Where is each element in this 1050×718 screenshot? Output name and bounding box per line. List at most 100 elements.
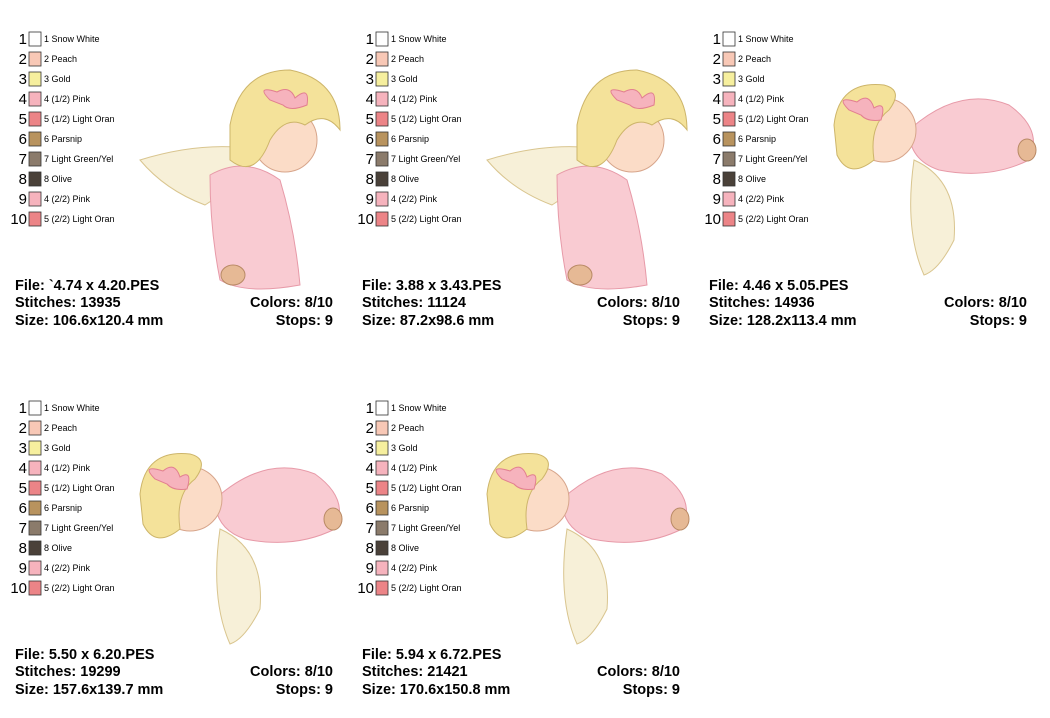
color-label: 4 (2/2) Pink xyxy=(44,563,91,573)
stops: Stops: 9 xyxy=(970,313,1027,329)
color-number: 4 xyxy=(713,91,721,108)
color-number: 8 xyxy=(19,171,27,188)
design-size: Size: 106.6x120.4 mm xyxy=(15,313,163,329)
color-swatch xyxy=(375,51,389,67)
color-count: Colors: 8/10 xyxy=(250,295,333,311)
stops: Stops: 9 xyxy=(623,313,680,329)
color-label: 7 Light Green/Yel xyxy=(391,523,460,533)
color-swatch xyxy=(375,111,389,127)
color-swatch xyxy=(28,460,42,476)
color-number: 4 xyxy=(19,460,27,477)
color-label: 1 Snow White xyxy=(391,403,447,413)
robe xyxy=(209,165,301,290)
color-label: 5 (1/2) Light Oran xyxy=(391,114,462,124)
color-label: 1 Snow White xyxy=(44,403,100,413)
color-number: 8 xyxy=(713,171,721,188)
color-swatch xyxy=(28,71,42,87)
color-swatch xyxy=(375,520,389,536)
wing xyxy=(910,159,955,276)
design-panel: 1 1 Snow White 2 2 Peach 3 3 Gold 4 4 (1/2) Pin… xyxy=(704,31,1037,329)
color-swatch xyxy=(375,460,389,476)
bow xyxy=(148,466,190,490)
color-label: 5 (2/2) Light Oran xyxy=(44,583,115,593)
stitches: Stitches: 19299 xyxy=(15,664,121,680)
stops: Stops: 9 xyxy=(276,682,333,698)
color-swatch xyxy=(28,440,42,456)
color-label: 6 Parsnip xyxy=(738,134,776,144)
color-swatch xyxy=(375,560,389,576)
angel-image xyxy=(139,453,343,645)
stops: Stops: 9 xyxy=(276,313,333,329)
color-swatch xyxy=(28,31,42,47)
color-label: 6 Parsnip xyxy=(44,134,82,144)
color-label: 3 Gold xyxy=(44,74,71,84)
color-number: 2 xyxy=(19,51,27,68)
color-number: 9 xyxy=(19,560,27,577)
color-number: 4 xyxy=(366,91,374,108)
color-number: 6 xyxy=(19,500,27,517)
color-label: 3 Gold xyxy=(391,74,418,84)
robe xyxy=(556,165,648,290)
angel-image xyxy=(139,69,341,290)
color-number: 6 xyxy=(366,131,374,148)
stitches: Stitches: 14936 xyxy=(709,295,815,311)
color-label: 6 Parsnip xyxy=(44,503,82,513)
foot xyxy=(1017,138,1037,162)
color-swatch xyxy=(375,580,389,596)
color-swatch xyxy=(375,191,389,207)
color-number: 3 xyxy=(19,71,27,88)
color-number: 1 xyxy=(713,31,721,48)
color-swatch xyxy=(722,31,736,47)
color-label: 6 Parsnip xyxy=(391,134,429,144)
color-number: 9 xyxy=(19,191,27,208)
color-swatch xyxy=(28,480,42,496)
color-swatch xyxy=(28,500,42,516)
color-label: 5 (1/2) Light Oran xyxy=(738,114,809,124)
design-panel: 1 1 Snow White 2 2 Peach 3 3 Gold 4 4 (1/2) Pin… xyxy=(10,400,343,698)
color-number: 7 xyxy=(713,151,721,168)
color-label: 8 Olive xyxy=(44,543,72,553)
color-label: 7 Light Green/Yel xyxy=(738,154,807,164)
color-label: 8 Olive xyxy=(738,174,766,184)
color-count: Colors: 8/10 xyxy=(944,295,1027,311)
file-name: File: 4.46 x 5.05.PES xyxy=(709,278,849,294)
color-swatch xyxy=(722,171,736,187)
color-number: 3 xyxy=(366,440,374,457)
color-number: 5 xyxy=(366,111,374,128)
color-swatch xyxy=(28,131,42,147)
color-swatch xyxy=(28,400,42,416)
color-swatch xyxy=(375,151,389,167)
color-label: 6 Parsnip xyxy=(391,503,429,513)
color-number: 4 xyxy=(19,91,27,108)
color-label: 3 Gold xyxy=(738,74,765,84)
color-swatch xyxy=(28,171,42,187)
color-label: 2 Peach xyxy=(391,54,424,64)
color-swatch xyxy=(722,211,736,227)
color-number: 10 xyxy=(357,580,374,597)
angel-image xyxy=(486,453,690,645)
color-number: 2 xyxy=(366,51,374,68)
color-number: 9 xyxy=(366,191,374,208)
color-number: 3 xyxy=(713,71,721,88)
bow xyxy=(842,97,884,121)
color-label: 2 Peach xyxy=(44,54,77,64)
color-label: 5 (2/2) Light Oran xyxy=(44,214,115,224)
color-swatch xyxy=(375,171,389,187)
color-number: 10 xyxy=(10,211,27,228)
color-number: 10 xyxy=(357,211,374,228)
color-swatch xyxy=(375,91,389,107)
color-number: 6 xyxy=(713,131,721,148)
color-number: 8 xyxy=(366,540,374,557)
color-label: 7 Light Green/Yel xyxy=(44,523,113,533)
foot xyxy=(323,507,343,531)
color-label: 5 (1/2) Light Oran xyxy=(391,483,462,493)
color-label: 2 Peach xyxy=(738,54,771,64)
color-swatch xyxy=(722,191,736,207)
design-size: Size: 170.6x150.8 mm xyxy=(362,682,510,698)
color-swatch xyxy=(28,151,42,167)
color-label: 4 (1/2) Pink xyxy=(738,94,785,104)
color-label: 5 (2/2) Light Oran xyxy=(391,583,462,593)
foot xyxy=(567,264,593,286)
